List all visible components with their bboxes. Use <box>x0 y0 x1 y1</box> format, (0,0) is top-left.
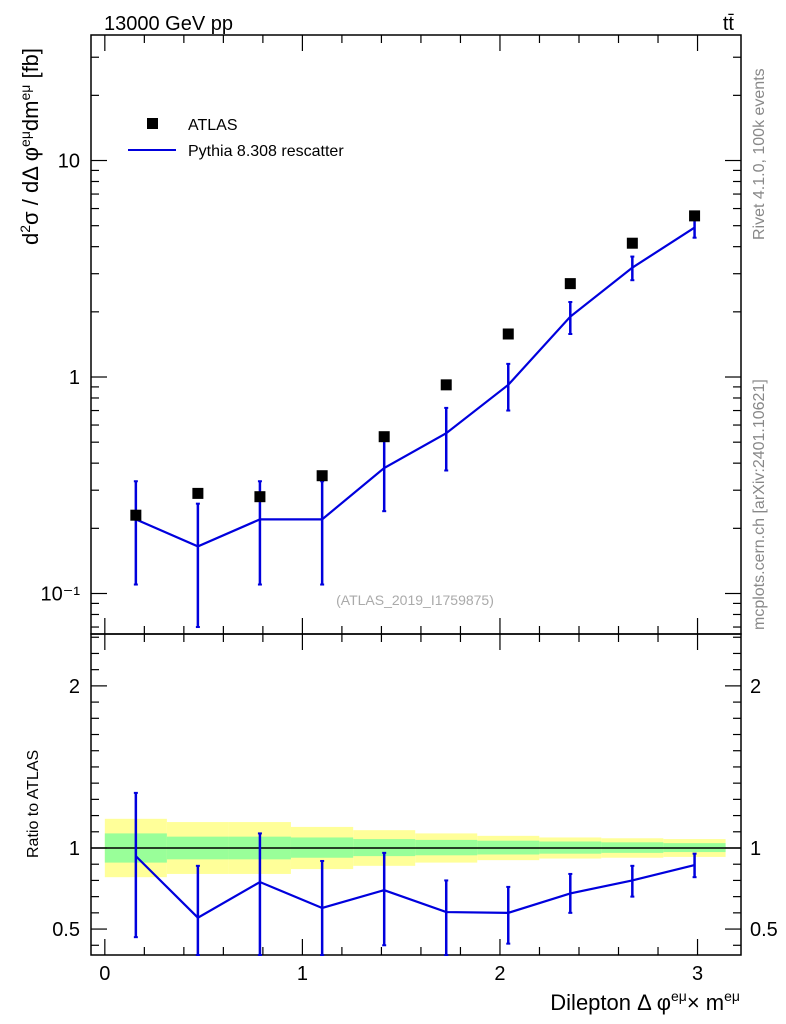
legend-mc-label: Pythia 8.308 rescatter <box>188 143 344 160</box>
atlas-data-point <box>502 328 514 340</box>
main-y-axis-title: d2σ / dΔ φeμdmeμ [fb] <box>17 48 43 245</box>
ratio-y-tick-label-right: 2 <box>750 676 761 698</box>
atlas-data-point <box>130 509 142 521</box>
analysis-id: (ATLAS_2019_I1759875) <box>336 592 494 608</box>
axis-tick-labels: 0 1 2 3 10⁻¹ 1 10 0.5 0.5 1 1 2 2 <box>41 151 778 985</box>
atlas-data-point <box>192 487 204 499</box>
atlas-data-point <box>564 278 576 290</box>
atlas-data-point <box>254 491 266 503</box>
mc-line <box>135 226 696 548</box>
rivet-label: Rivet 4.1.0, 100k events <box>751 68 768 240</box>
main-y-tick-label: 1 <box>69 367 80 389</box>
process-label: tt̄ <box>723 13 735 35</box>
atlas-data-point <box>378 431 390 443</box>
ratio-mc-line <box>135 855 695 920</box>
main-y-tick-label: 10⁻¹ <box>41 583 81 605</box>
ratio-y-tick-label-right: 1 <box>750 838 761 860</box>
atlas-data-point <box>689 210 701 222</box>
axis-ticks <box>91 35 741 955</box>
atlas-data-point <box>440 379 452 391</box>
x-axis-title: Dilepton Δ φeμ× meμ <box>550 988 740 1015</box>
legend-data-marker <box>147 118 158 129</box>
panel-frames <box>90 34 742 956</box>
ratio-y-tick-label: 0.5 <box>52 919 80 941</box>
x-tick-label: 3 <box>692 963 703 985</box>
ratio-y-tick-label: 2 <box>69 676 80 698</box>
x-tick-label: 1 <box>297 963 308 985</box>
legend-data-label: ATLAS <box>188 117 238 134</box>
mcplots-label: mcplots.cern.ch [arXiv:2401.10621] <box>751 379 768 630</box>
ratio-y-tick-label-right: 0.5 <box>750 919 778 941</box>
ratio-panel-frame <box>90 633 742 956</box>
x-tick-label: 2 <box>494 963 505 985</box>
legend: ATLAS Pythia 8.308 rescatter <box>128 117 344 160</box>
ratio-y-tick-label: 1 <box>69 838 80 860</box>
atlas-data-point <box>626 237 638 249</box>
main-y-tick-label: 10 <box>58 151 80 173</box>
data-marks <box>91 210 741 956</box>
ratio-y-axis-title: Ratio to ATLAS <box>25 750 42 858</box>
x-tick-label: 0 <box>99 963 110 985</box>
energy-label: 13000 GeV pp <box>104 13 233 35</box>
atlas-data-point <box>316 470 328 482</box>
